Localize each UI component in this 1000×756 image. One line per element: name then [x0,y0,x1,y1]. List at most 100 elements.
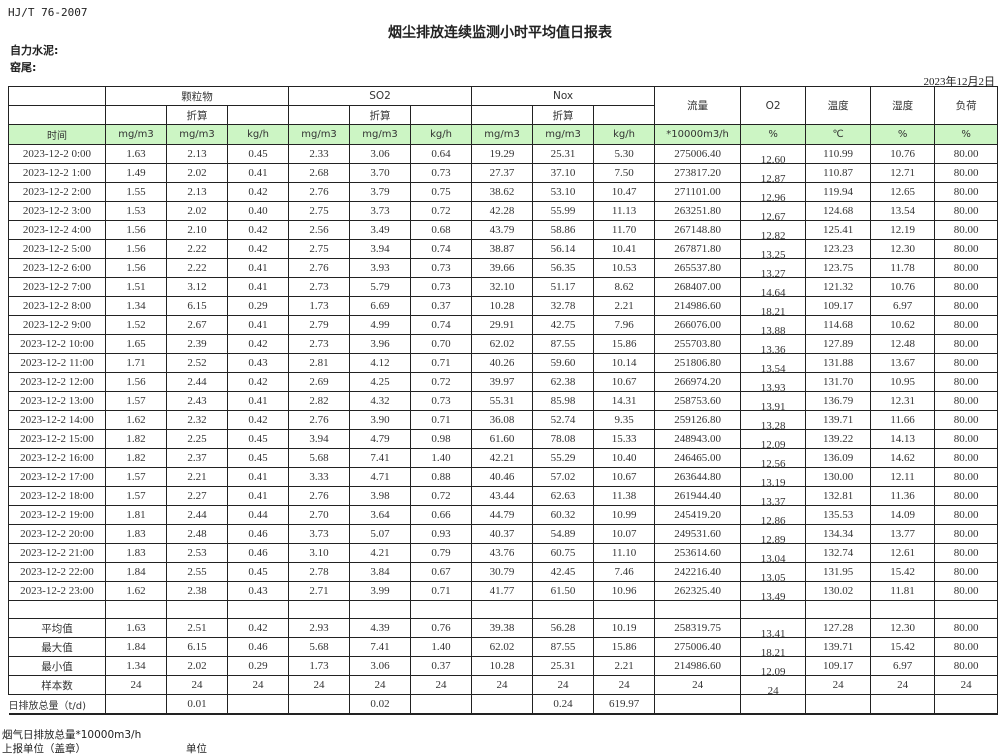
value-cell: 80.00 [934,372,999,392]
value-cell: 0.70 [410,334,473,354]
value-cell: 0.93 [410,524,473,544]
value-cell: 18.21 [740,637,807,657]
value-cell: 13.25 [740,239,807,259]
value-cell: 1.51 [105,277,167,297]
header-row-converted: 折算 折算 折算 [8,105,998,125]
value-cell: 80.00 [934,581,999,601]
value-cell: 13.04 [740,543,807,563]
value-cell: 267871.80 [654,239,742,259]
empty-cell [532,600,595,619]
value-cell: 123.75 [805,258,872,278]
value-cell: 80.00 [934,467,999,487]
value-cell: 24 [805,675,872,695]
value-cell: 0.45 [226,562,290,582]
value-cell: 2.51 [166,618,228,638]
unit-cell: % [934,124,999,145]
value-cell: 80.00 [934,543,999,563]
empty-cell [870,600,936,619]
empty-row [8,600,999,619]
row-label: 2023-12-2 13:00 [8,391,106,411]
value-cell: 10.41 [593,239,656,259]
value-cell: 18.21 [740,296,807,316]
value-cell: 258319.75 [654,618,742,638]
value-cell: 13.27 [740,258,807,278]
value-cell: 13.67 [870,353,936,373]
value-cell: 3.33 [288,467,351,487]
value-cell: 3.73 [349,201,412,221]
unit-cell: mg/m3 [471,124,534,145]
value-cell: 0.42 [226,372,290,392]
value-cell: 40.37 [471,524,534,544]
value-cell: 2.44 [166,372,228,392]
value-cell: 5.30 [593,144,656,164]
value-cell: 0.42 [226,182,290,202]
value-cell: 131.88 [805,353,872,373]
table-row: 2023-12-2 11:00 1.71 2.52 0.43 2.81 4.12 0.71 4… [8,353,999,373]
value-cell: 1.63 [105,618,167,638]
value-cell [471,694,534,715]
value-cell: 62.02 [471,334,534,354]
value-cell: 1.53 [105,201,167,221]
value-cell: 80.00 [934,315,999,335]
value-cell: 39.97 [471,372,534,392]
value-cell: 13.41 [740,618,807,638]
value-cell: 13.54 [870,201,936,221]
value-cell: 265537.80 [654,258,742,278]
value-cell: 1.52 [105,315,167,335]
value-cell: 12.30 [870,618,936,638]
value-cell: 19.29 [471,144,534,164]
value-cell: 6.15 [166,296,228,316]
value-cell: 1.84 [105,637,167,657]
o2-value: 12.82 [760,230,786,240]
value-cell: 1.62 [105,410,167,430]
value-cell: 10.07 [593,524,656,544]
value-cell: 80.00 [934,562,999,582]
value-cell: 12.89 [740,524,807,544]
value-cell: 109.17 [805,296,872,316]
value-cell: 14.31 [593,391,656,411]
value-cell: 132.81 [805,486,872,506]
header-temperature: 温度 [805,86,872,125]
value-cell: 251806.80 [654,353,742,373]
header-blank [8,86,106,106]
table-row: 2023-12-2 17:00 1.57 2.21 0.41 3.33 4.71 0.88 4… [8,467,999,487]
row-label: 2023-12-2 20:00 [8,524,106,544]
value-cell: 139.22 [805,429,872,449]
value-cell: 0.73 [410,163,473,183]
value-cell: 1.34 [105,296,167,316]
value-cell: 85.98 [532,391,595,411]
value-cell: 3.70 [349,163,412,183]
o2-value: 12.87 [760,173,786,183]
value-cell: 7.50 [593,163,656,183]
value-cell: 39.38 [471,618,534,638]
value-cell: 3.73 [288,524,351,544]
value-cell: 2.21 [593,656,656,676]
value-cell: 8.62 [593,277,656,297]
o2-value: 12.89 [760,534,786,544]
o2-value: 12.67 [760,211,786,221]
value-cell: 24 [654,675,742,695]
value-cell: 2.75 [288,239,351,259]
o2-value: 13.49 [760,591,786,601]
value-cell: 40.26 [471,353,534,373]
value-cell: 42.21 [471,448,534,468]
value-cell: 253614.60 [654,543,742,563]
value-cell: 2.52 [166,353,228,373]
value-cell: 262325.40 [654,581,742,601]
value-cell: 13.54 [740,353,807,373]
row-label: 2023-12-2 2:00 [8,182,106,202]
value-cell: 0.71 [410,410,473,430]
o2-value: 13.36 [760,344,786,354]
value-cell: 24 [532,675,595,695]
value-cell: 242216.40 [654,562,742,582]
value-cell: 2.55 [166,562,228,582]
header-o2: O2 [740,86,807,125]
value-cell: 13.37 [740,486,807,506]
value-cell: 0.40 [226,201,290,221]
table-row: 2023-12-2 18:00 1.57 2.27 0.41 2.76 3.98 0.72 4… [8,486,999,506]
o2-value: 13.93 [760,382,786,392]
value-cell: 61.50 [532,581,595,601]
table-row: 2023-12-2 19:00 1.81 2.44 0.44 2.70 3.64 0.66 4… [8,505,999,525]
header-blank [105,105,167,125]
value-cell: 1.84 [105,562,167,582]
